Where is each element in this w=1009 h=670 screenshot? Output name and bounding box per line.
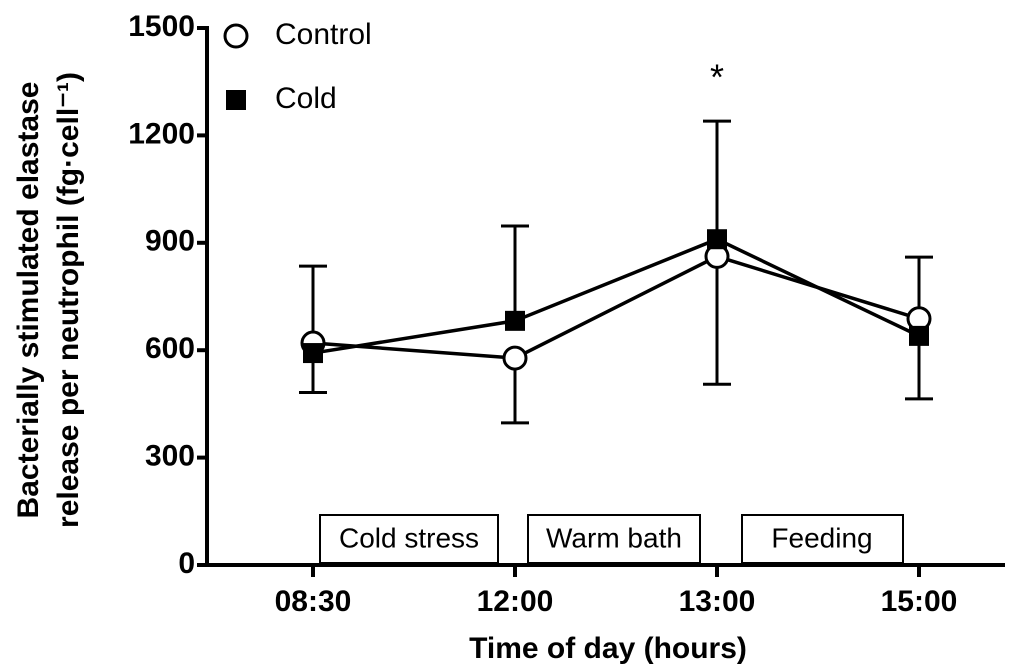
y-tick-label: 1200 bbox=[128, 117, 195, 150]
y-tick-label: 600 bbox=[145, 332, 195, 365]
y-tick-label: 300 bbox=[145, 440, 195, 473]
x-tick-label: 12:00 bbox=[477, 585, 554, 618]
y-tick-label: 0 bbox=[178, 547, 195, 580]
y-tick-label: 1500 bbox=[128, 10, 195, 43]
x-tick-label: 08:30 bbox=[275, 585, 352, 618]
y-axis-label: Bacterially stimulated elastase release … bbox=[12, 72, 85, 528]
x-tick-label: 15:00 bbox=[881, 585, 958, 618]
period-box bbox=[319, 514, 499, 564]
legend-label: Control bbox=[275, 18, 372, 51]
point bbox=[223, 23, 249, 49]
period-label: Warm bath bbox=[546, 522, 682, 553]
point bbox=[707, 229, 727, 250]
x-axis-label: Time of day (hours) bbox=[469, 632, 747, 665]
annotation: * bbox=[710, 57, 724, 98]
y-axis-label-line: release per neutrophil (fg·cell⁻¹) bbox=[52, 72, 85, 528]
point bbox=[226, 90, 246, 110]
point bbox=[303, 343, 323, 364]
point bbox=[909, 325, 929, 346]
legend-label: Cold bbox=[275, 82, 337, 115]
period-label: Feeding bbox=[771, 522, 872, 553]
x-tick-label: 13:00 bbox=[679, 585, 756, 618]
y-axis-label-line: Bacterially stimulated elastase bbox=[12, 82, 45, 519]
period-box bbox=[527, 514, 701, 564]
series-line bbox=[312, 237, 920, 355]
point bbox=[505, 310, 525, 331]
point bbox=[502, 345, 528, 371]
period-label: Cold stress bbox=[339, 522, 479, 553]
y-tick-label: 900 bbox=[145, 225, 195, 258]
series-line bbox=[312, 254, 920, 360]
